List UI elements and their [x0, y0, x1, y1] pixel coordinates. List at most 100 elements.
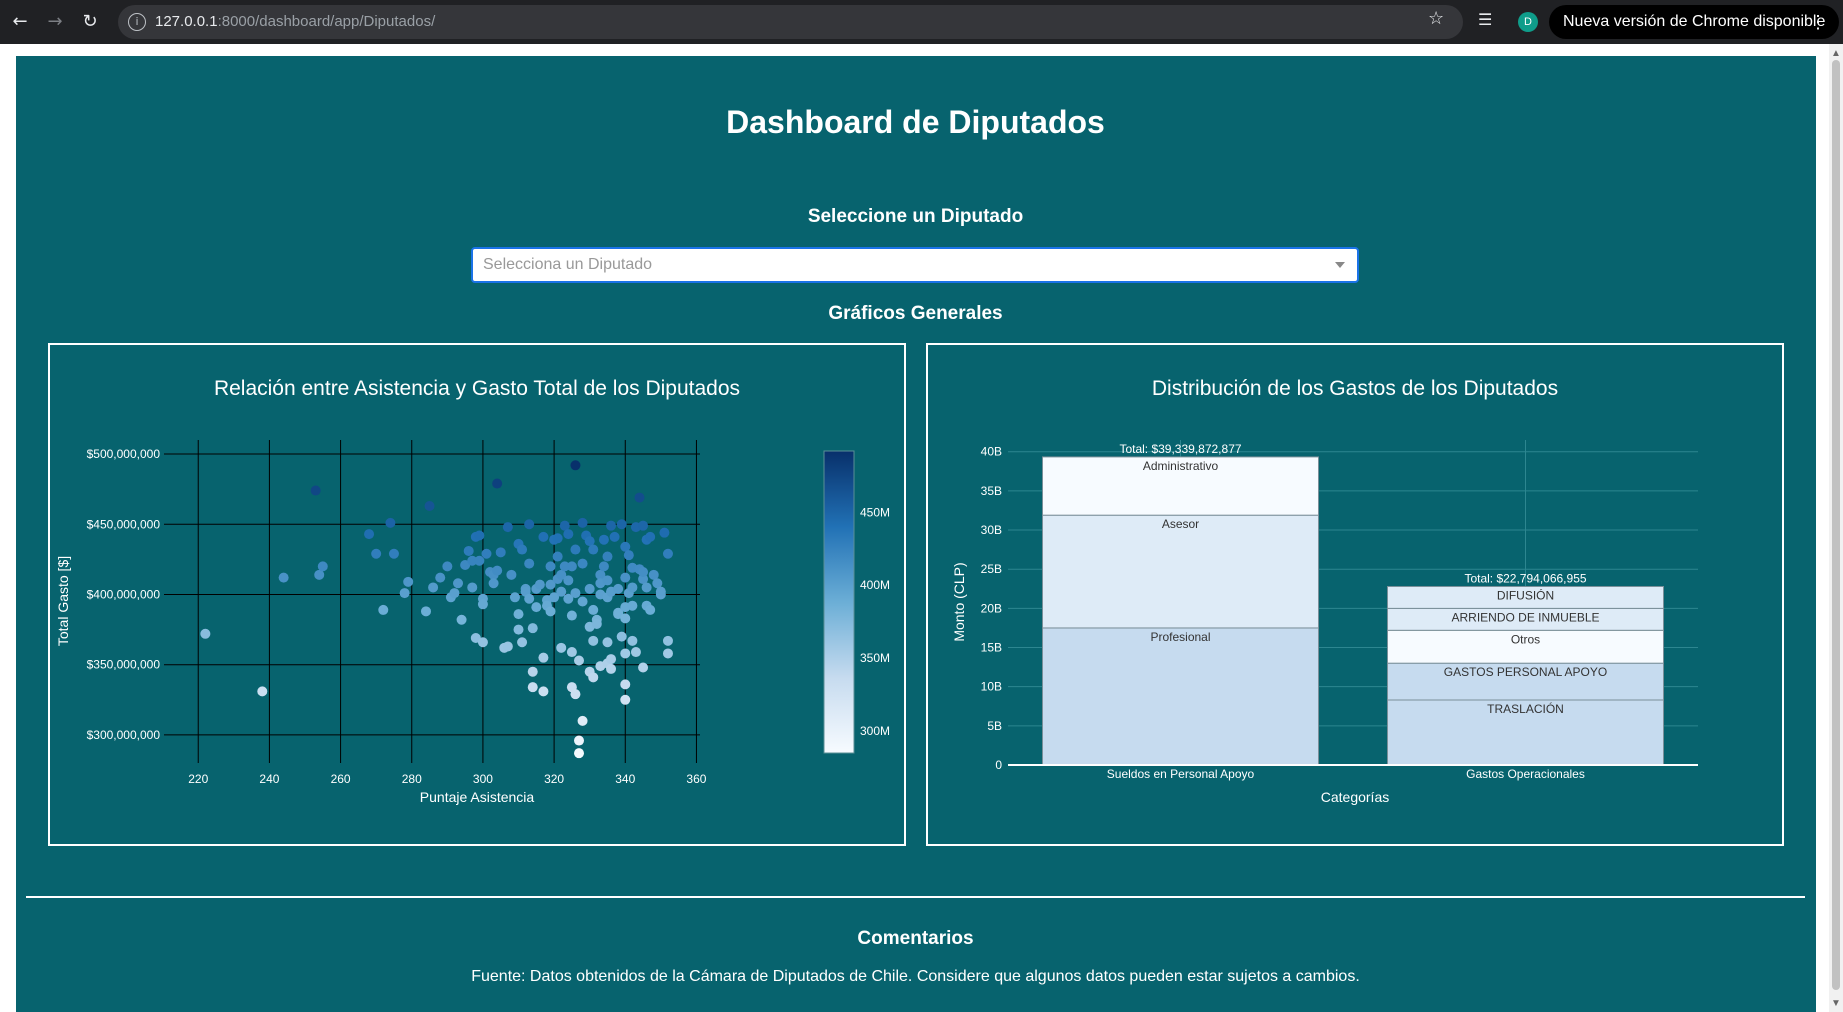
bar-y-tick-label: 15B — [981, 641, 1002, 655]
scatter-point — [477, 637, 488, 648]
scatter-point — [566, 561, 577, 572]
scatter-point — [620, 694, 631, 705]
scatter-x-tick-label: 220 — [188, 772, 208, 786]
scatter-x-tick-label: 300 — [473, 772, 493, 786]
scatter-point — [420, 606, 431, 617]
media-control-icon[interactable]: ☰ — [1478, 10, 1493, 29]
scatter-x-tick-label: 340 — [615, 772, 635, 786]
scatter-point — [278, 572, 289, 583]
scatter-point — [257, 686, 268, 697]
scatter-point — [545, 579, 556, 590]
scatter-point — [630, 647, 641, 658]
scatter-point — [620, 572, 631, 583]
scatter-point — [606, 654, 617, 665]
section-divider — [26, 896, 1805, 898]
scroll-up-icon[interactable]: ▲ — [1831, 48, 1841, 59]
colorbar — [823, 450, 855, 754]
bar-y-axis-label: Monto (CLP) — [951, 562, 967, 641]
bar-y-tick-label: 30B — [981, 523, 1002, 537]
scatter-point — [317, 561, 328, 572]
bar-total-label: Total: $22,794,066,955 — [1464, 571, 1586, 585]
bar-y-tick-label: 40B — [981, 445, 1002, 459]
scatter-point — [648, 569, 659, 580]
scatter-point — [467, 555, 478, 566]
scatter-point — [588, 544, 599, 555]
scatter-point — [371, 548, 382, 559]
bar-segment-label: DIFUSIÓN — [1497, 587, 1554, 602]
scatter-point — [595, 569, 606, 580]
scatter-point — [428, 582, 439, 593]
diputado-dropdown[interactable]: Selecciona un Diputado — [471, 247, 1359, 283]
scatter-point — [634, 492, 645, 503]
scatter-point — [449, 588, 460, 599]
browser-toolbar: ← → ↻ i 127.0.0.1:8000/dashboard/app/Dip… — [0, 0, 1843, 44]
scrollbar-thumb[interactable] — [1832, 60, 1840, 990]
scatter-point — [584, 583, 595, 594]
scatter-point — [570, 544, 581, 555]
scatter-point — [442, 561, 453, 572]
scatter-point — [584, 536, 595, 547]
bar-segment — [1387, 699, 1664, 766]
profile-avatar[interactable]: D — [1518, 12, 1538, 32]
bar-segment-label: ARRIENDO DE INMUEBLE — [1451, 610, 1599, 624]
scatter-point — [474, 555, 485, 566]
bookmark-star-icon[interactable]: ☆ — [1428, 8, 1445, 29]
scatter-point — [606, 520, 617, 531]
scatter-point — [517, 637, 528, 648]
bar-chart-panel: Distribución de los Gastos de los Diputa… — [926, 343, 1784, 846]
scatter-point — [613, 583, 624, 594]
scatter-point — [662, 635, 673, 646]
scatter-point — [200, 628, 211, 639]
site-info-icon[interactable]: i — [128, 13, 146, 31]
scatter-point — [467, 582, 478, 593]
scatter-point — [495, 547, 506, 558]
scatter-point — [645, 531, 656, 542]
scatter-point — [488, 578, 499, 589]
scatter-point — [549, 592, 560, 603]
url-text[interactable]: 127.0.0.1:8000/dashboard/app/Diputados/ — [155, 5, 435, 39]
scatter-point — [620, 679, 631, 690]
scatter-chart[interactable]: Relación entre Asistencia y Gasto Total … — [50, 345, 904, 844]
scatter-point — [559, 520, 570, 531]
scatter-point — [474, 530, 485, 541]
scatter-point — [570, 689, 581, 700]
scatter-point — [620, 648, 631, 659]
back-icon[interactable]: ← — [12, 11, 28, 32]
scatter-point — [570, 588, 581, 599]
scatter-point — [616, 631, 627, 642]
scatter-point — [577, 517, 588, 528]
scatter-point — [616, 519, 627, 530]
menu-dots-icon[interactable]: ⋮ — [1809, 12, 1827, 32]
address-bar[interactable]: i 127.0.0.1:8000/dashboard/app/Diputados… — [118, 5, 1463, 39]
forward-icon[interactable]: → — [47, 11, 63, 32]
scatter-point — [545, 561, 556, 572]
bar-y-tick-label: 5B — [987, 719, 1002, 733]
scatter-point — [524, 558, 535, 569]
stacked-bar-chart[interactable]: Distribución de los Gastos de los Diputa… — [928, 345, 1782, 844]
bar-y-tick-label: 25B — [981, 562, 1002, 576]
scatter-x-tick-label: 240 — [259, 772, 279, 786]
scroll-down-icon[interactable]: ▼ — [1831, 998, 1841, 1009]
chevron-down-icon[interactable] — [1335, 262, 1345, 268]
scatter-chart-panel: Relación entre Asistencia y Gasto Total … — [48, 343, 906, 846]
scatter-point — [527, 623, 538, 634]
reload-icon[interactable]: ↻ — [82, 11, 98, 32]
scatter-point — [563, 593, 574, 604]
scatter-title: Relación entre Asistencia y Gasto Total … — [214, 377, 740, 400]
page-title: Dashboard de Diputados — [726, 104, 1105, 140]
bar-segment-label: Otros — [1511, 632, 1540, 646]
scatter-point — [602, 575, 613, 586]
scatter-point — [509, 592, 520, 603]
url-host: 127.0.0.1 — [155, 13, 218, 30]
scatter-point — [388, 548, 399, 559]
scatter-x-tick-label: 260 — [331, 772, 351, 786]
scatter-point — [538, 652, 549, 663]
scatter-point — [652, 578, 663, 589]
scatter-point — [477, 599, 488, 610]
scatter-y-tick-label: $500,000,000 — [87, 447, 161, 461]
scatter-point — [506, 569, 517, 580]
select-label: Seleccione un Diputado — [807, 206, 1024, 227]
scatter-y-axis-label: Total Gasto [$] — [55, 556, 71, 646]
scatter-point — [492, 478, 503, 489]
chrome-update-button[interactable]: Nueva versión de Chrome disponible ⋮ — [1549, 5, 1839, 39]
